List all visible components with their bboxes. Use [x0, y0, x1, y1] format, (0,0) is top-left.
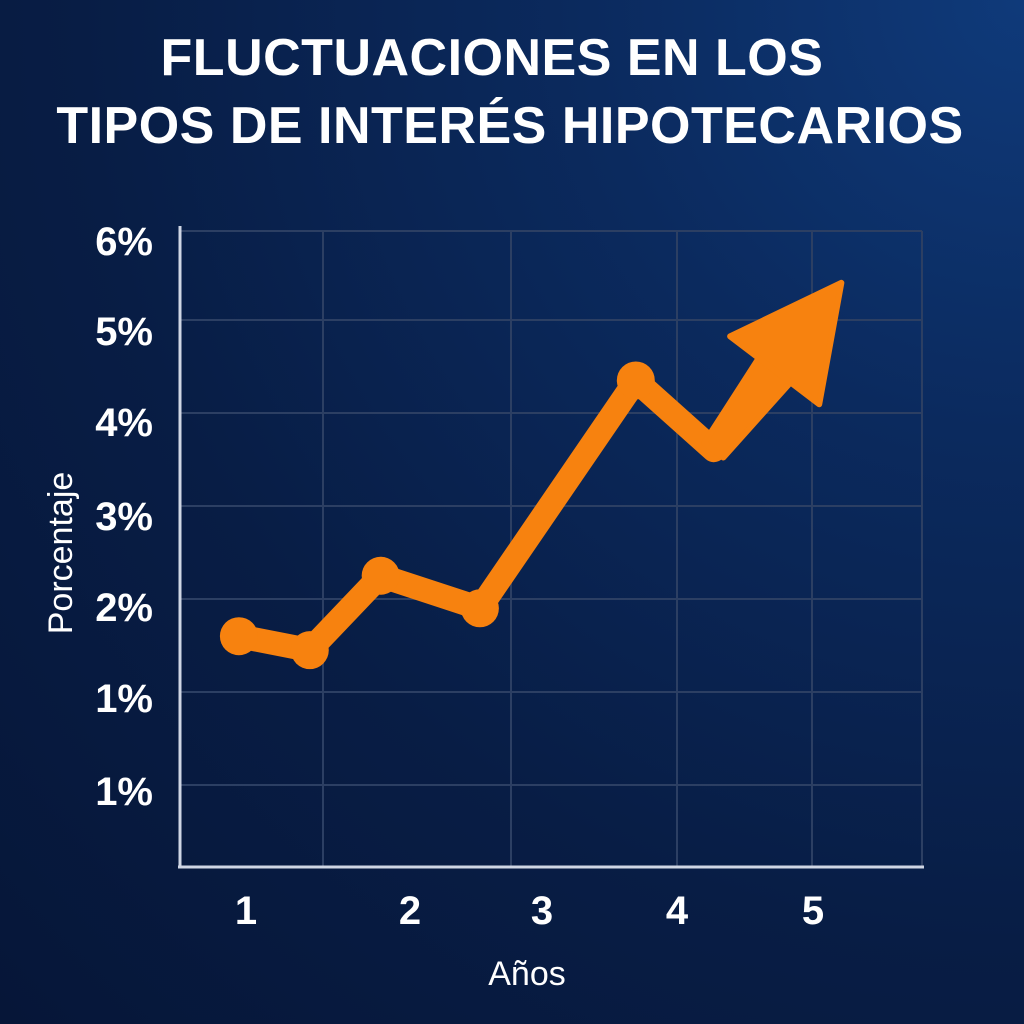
x-axis-title: Años: [488, 955, 566, 993]
data-point: [616, 361, 655, 400]
y-tick-label: 6%: [95, 220, 153, 264]
axes: [178, 226, 924, 869]
data-point: [290, 631, 329, 670]
x-tick-label: 1: [235, 889, 257, 933]
x-tick-label: 3: [531, 889, 553, 933]
data-point: [361, 556, 400, 595]
grid: [180, 230, 923, 866]
x-tick-labels: 1 2 3 4 5: [235, 889, 824, 933]
chart-title-line-2: TIPOS DE INTERÉS HIPOTECARIOS: [56, 97, 964, 155]
series-layer: [219, 279, 845, 670]
chart-title-line-1: FLUCTUACIONES EN LOS: [160, 29, 824, 87]
arrow-head: [727, 279, 845, 408]
data-point: [219, 617, 258, 656]
data-point: [460, 589, 499, 628]
y-tick-label: 2%: [95, 586, 153, 630]
x-tick-label: 2: [399, 889, 421, 933]
y-axis-title: Porcentaje: [42, 472, 80, 635]
x-tick-label: 4: [666, 889, 689, 933]
y-tick-labels: 6% 5% 4% 3% 2% 1% 1%: [95, 220, 153, 814]
x-tick-label: 5: [802, 889, 824, 933]
y-tick-label: 1%: [95, 770, 153, 814]
y-tick-label: 1%: [95, 677, 153, 721]
y-tick-label: 5%: [95, 310, 153, 354]
y-tick-label: 3%: [95, 495, 153, 539]
y-tick-label: 4%: [95, 401, 153, 445]
